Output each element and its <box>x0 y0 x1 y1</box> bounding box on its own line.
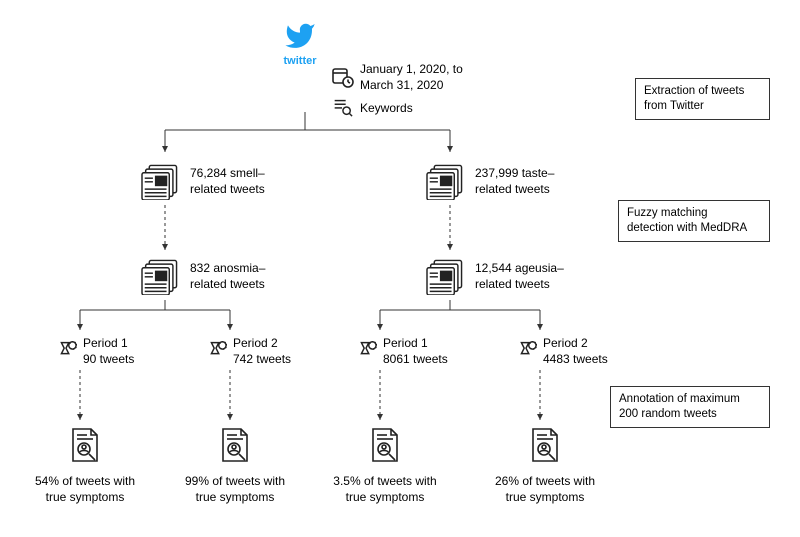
left-period1-node: Period 1 90 tweets <box>55 336 134 367</box>
document-search-person-icon <box>67 425 103 468</box>
ageusia-tweets-label: 12,544 ageusia– related tweets <box>475 261 564 292</box>
right-period2-node: Period 2 4483 tweets <box>515 336 608 367</box>
search-list-icon <box>330 96 354 121</box>
calendar-clock-icon <box>330 64 354 91</box>
right-result1-node: 3.5% of tweets with true symptoms <box>325 425 445 505</box>
newspaper-stack-icon <box>140 160 184 203</box>
side-box-fuzzy: Fuzzy matching detection with MedDRA <box>618 200 770 242</box>
smell-tweets-node: 76,284 smell– related tweets <box>140 160 265 203</box>
anosmia-tweets-node: 832 anosmia– related tweets <box>140 255 265 298</box>
side-box-annotation-label: Annotation of maximum 200 random tweets <box>619 393 740 420</box>
twitter-node: twitter <box>280 20 320 67</box>
hourglass-clock-icon <box>355 339 377 364</box>
newspaper-stack-icon <box>140 255 184 298</box>
right-period2-label: Period 2 4483 tweets <box>543 336 608 367</box>
side-box-fuzzy-label: Fuzzy matching detection with MedDRA <box>627 207 747 234</box>
keywords-label: Keywords <box>360 101 413 117</box>
right-result2-node: 26% of tweets with true symptoms <box>485 425 605 505</box>
hourglass-clock-icon <box>205 339 227 364</box>
right-period1-node: Period 1 8061 tweets <box>355 336 448 367</box>
side-box-annotation: Annotation of maximum 200 random tweets <box>610 386 770 428</box>
date-range-node: January 1, 2020, to March 31, 2020 <box>330 62 463 93</box>
newspaper-stack-icon <box>425 160 469 203</box>
smell-tweets-label: 76,284 smell– related tweets <box>190 166 265 197</box>
twitter-brand-label: twitter <box>284 55 317 67</box>
keywords-node: Keywords <box>330 96 413 121</box>
taste-tweets-label: 237,999 taste– related tweets <box>475 166 554 197</box>
left-period2-label: Period 2 742 tweets <box>233 336 291 367</box>
document-search-person-icon <box>527 425 563 468</box>
document-search-person-icon <box>367 425 403 468</box>
right-period1-label: Period 1 8061 tweets <box>383 336 448 367</box>
twitter-bird-icon <box>280 20 320 55</box>
left-result2-label: 99% of tweets with true symptoms <box>185 474 285 505</box>
ageusia-tweets-node: 12,544 ageusia– related tweets <box>425 255 564 298</box>
side-box-extraction: Extraction of tweets from Twitter <box>635 78 770 120</box>
anosmia-tweets-label: 832 anosmia– related tweets <box>190 261 265 292</box>
newspaper-stack-icon <box>425 255 469 298</box>
side-box-extraction-label: Extraction of tweets from Twitter <box>644 85 744 112</box>
left-result1-label: 54% of tweets with true symptoms <box>35 474 135 505</box>
left-period1-label: Period 1 90 tweets <box>83 336 134 367</box>
left-period2-node: Period 2 742 tweets <box>205 336 291 367</box>
document-search-person-icon <box>217 425 253 468</box>
right-result1-label: 3.5% of tweets with true symptoms <box>333 474 436 505</box>
left-result2-node: 99% of tweets with true symptoms <box>180 425 290 505</box>
taste-tweets-node: 237,999 taste– related tweets <box>425 160 554 203</box>
hourglass-clock-icon <box>55 339 77 364</box>
left-result1-node: 54% of tweets with true symptoms <box>30 425 140 505</box>
date-range-label: January 1, 2020, to March 31, 2020 <box>360 62 463 93</box>
hourglass-clock-icon <box>515 339 537 364</box>
right-result2-label: 26% of tweets with true symptoms <box>495 474 595 505</box>
